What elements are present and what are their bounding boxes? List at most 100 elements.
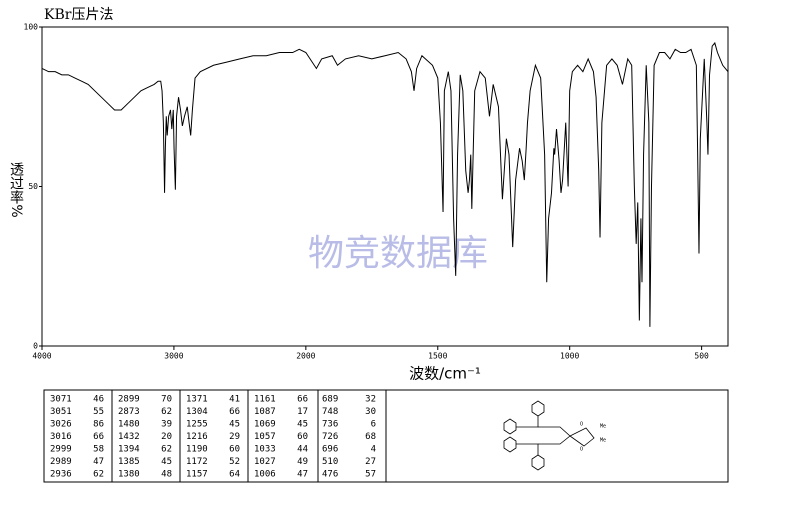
bond	[569, 427, 595, 447]
peak-transmittance: 66	[93, 432, 104, 442]
x-tick-label: 1000	[560, 352, 579, 361]
peak-transmittance: 60	[229, 445, 240, 455]
peak-wavenumber: 1304	[186, 407, 208, 417]
peak-wavenumber: 476	[322, 470, 338, 480]
peak-transmittance: 49	[297, 457, 308, 467]
peak-wavenumber: 2989	[50, 457, 72, 467]
peak-wavenumber: 1371	[186, 395, 208, 405]
structure-label: O	[580, 422, 583, 428]
x-tick-label: 1500	[428, 352, 447, 361]
peak-wavenumber: 1255	[186, 420, 208, 430]
peak-wavenumber: 2999	[50, 445, 72, 455]
peak-transmittance: 41	[229, 395, 240, 405]
peak-transmittance: 44	[297, 445, 308, 455]
peak-wavenumber: 1216	[186, 432, 208, 442]
bond	[516, 443, 539, 455]
peak-transmittance: 58	[93, 445, 104, 455]
peak-transmittance: 45	[297, 420, 308, 430]
peak-table	[43, 389, 729, 483]
plot-frame	[41, 26, 729, 347]
chart-title: KBr压片法	[44, 7, 113, 23]
peak-wavenumber: 748	[322, 407, 338, 417]
peak-wavenumber: 1172	[186, 457, 208, 467]
peak-wavenumber: 1033	[254, 445, 276, 455]
peak-transmittance: 17	[297, 407, 308, 417]
x-tick-label: 500	[694, 352, 709, 361]
peak-wavenumber: 510	[322, 457, 338, 467]
peak-wavenumber: 1161	[254, 395, 276, 405]
peak-wavenumber: 3051	[50, 407, 72, 417]
peak-transmittance: 20	[161, 432, 172, 442]
peak-transmittance: 64	[229, 470, 240, 480]
peak-transmittance: 29	[229, 432, 240, 442]
peak-transmittance: 52	[229, 457, 240, 467]
peak-wavenumber: 2899	[118, 395, 140, 405]
peak-wavenumber: 1394	[118, 445, 140, 455]
peak-transmittance: 86	[93, 420, 104, 430]
peak-transmittance: 30	[365, 407, 376, 417]
peak-wavenumber: 3071	[50, 395, 72, 405]
y-tick-label: 50	[28, 182, 38, 191]
peak-transmittance: 70	[161, 395, 172, 405]
peak-transmittance: 48	[161, 470, 172, 480]
peak-wavenumber: 1480	[118, 420, 140, 430]
ring	[503, 418, 517, 435]
y-axis-label: 透过率%	[8, 162, 24, 217]
structure	[503, 400, 595, 471]
peak-wavenumber: 3016	[50, 432, 72, 442]
peak-transmittance: 66	[229, 407, 240, 417]
peak-wavenumber: 3026	[50, 420, 72, 430]
peak-wavenumber: 1190	[186, 445, 208, 455]
structure-label: Me	[600, 424, 606, 430]
peak-transmittance: 46	[93, 395, 104, 405]
peak-wavenumber: 1432	[118, 432, 140, 442]
peak-transmittance: 4	[371, 445, 376, 455]
peak-transmittance: 62	[161, 445, 172, 455]
x-tick-label: 2000	[296, 352, 315, 361]
y-tick-label: 100	[24, 23, 39, 32]
x-axis-label: 波数/cm⁻¹	[409, 365, 481, 383]
peak-wavenumber: 1385	[118, 457, 140, 467]
spectrum-line	[41, 41, 729, 327]
peak-wavenumber: 689	[322, 395, 338, 405]
peak-wavenumber: 1380	[118, 470, 140, 480]
peak-wavenumber: 2936	[50, 470, 72, 480]
structure-label: Me	[600, 438, 606, 444]
peak-transmittance: 6	[371, 420, 376, 430]
peak-transmittance: 27	[365, 457, 376, 467]
peak-transmittance: 66	[297, 395, 308, 405]
structure-label: O	[580, 447, 583, 453]
peak-transmittance: 62	[93, 470, 104, 480]
peak-wavenumber: 1027	[254, 457, 276, 467]
peak-transmittance: 47	[93, 457, 104, 467]
peak-wavenumber: 726	[322, 432, 338, 442]
peak-transmittance: 47	[297, 470, 308, 480]
ring	[531, 454, 545, 471]
peak-wavenumber: 2873	[118, 407, 140, 417]
peak-transmittance: 68	[365, 432, 376, 442]
peak-transmittance: 45	[161, 457, 172, 467]
peak-wavenumber: 1006	[254, 470, 276, 480]
ring	[503, 436, 517, 453]
peak-transmittance: 39	[161, 420, 172, 430]
peak-transmittance: 45	[229, 420, 240, 430]
peak-wavenumber: 736	[322, 420, 338, 430]
peak-transmittance: 55	[93, 407, 104, 417]
peak-wavenumber: 1157	[186, 470, 208, 480]
peak-wavenumber: 1069	[254, 420, 276, 430]
peak-wavenumber: 1057	[254, 432, 276, 442]
peak-wavenumber: 1087	[254, 407, 276, 417]
y-tick-label: 0	[33, 342, 38, 351]
peak-transmittance: 57	[365, 470, 376, 480]
bond	[538, 426, 571, 445]
bond	[516, 416, 539, 428]
watermark: 物竞数据库	[308, 233, 488, 274]
x-tick-label: 4000	[32, 352, 51, 361]
peak-wavenumber: 696	[322, 445, 338, 455]
x-tick-label: 3000	[164, 352, 183, 361]
ring	[531, 400, 545, 417]
peak-transmittance: 32	[365, 395, 376, 405]
peak-transmittance: 60	[297, 432, 308, 442]
peak-transmittance: 62	[161, 407, 172, 417]
